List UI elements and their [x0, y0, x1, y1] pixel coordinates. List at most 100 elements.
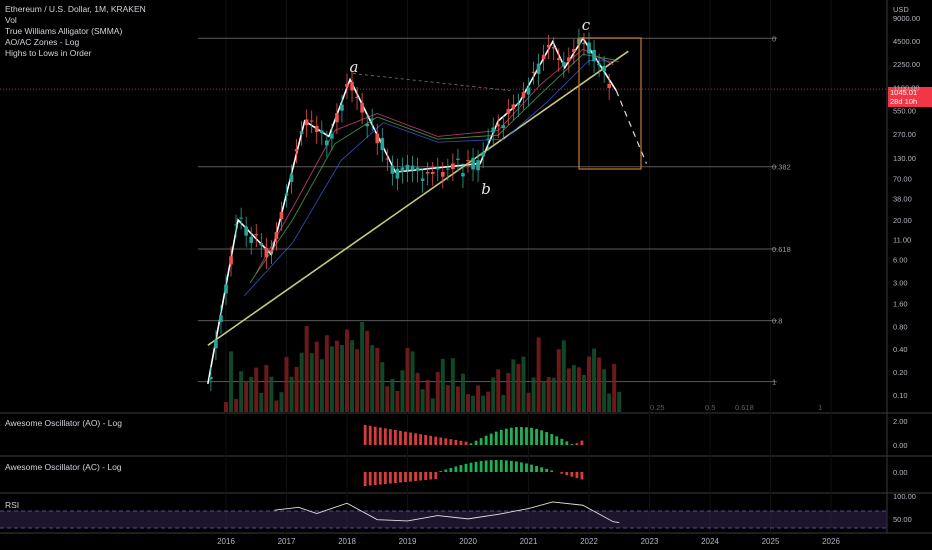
ao-bar — [545, 432, 549, 445]
candle-body — [546, 44, 551, 48]
y-tick-label: 0.80 — [893, 322, 908, 331]
indicator-vol: Vol — [5, 15, 17, 25]
ac-bar — [494, 460, 498, 472]
volume-bar — [410, 351, 415, 412]
ac-bar — [509, 460, 513, 472]
volume-bar — [405, 348, 410, 412]
ao-bar — [454, 440, 458, 445]
ao-bar — [429, 435, 433, 445]
ao-bar — [363, 425, 367, 445]
volume-bar — [481, 395, 486, 412]
ac-bar — [444, 469, 448, 472]
candle-body — [314, 125, 319, 133]
candle-body — [274, 231, 279, 239]
candle-body — [335, 113, 339, 123]
volume-bar — [319, 359, 324, 412]
candle-body — [410, 165, 415, 171]
volume-bar — [617, 391, 622, 412]
ac-bar — [383, 472, 387, 484]
candle-body — [405, 164, 410, 171]
candle-body — [536, 63, 541, 74]
zigzag-line — [207, 36, 617, 385]
rsi-line — [274, 501, 620, 524]
volume-bar — [506, 373, 511, 412]
ac-bar — [454, 466, 458, 472]
rsi-band — [0, 511, 887, 528]
ao-bar — [399, 430, 402, 445]
ao-bar — [449, 439, 453, 445]
chart-legend: Ethereum / U.S. Dollar, 1M, KRAKEN Vol T… — [5, 4, 146, 59]
volume-bar — [299, 352, 304, 412]
candle-body — [451, 163, 455, 170]
volume-bar — [561, 340, 566, 412]
volume-bar — [496, 369, 501, 412]
volume-bar — [249, 377, 254, 412]
y-tick-label: 70.00 — [893, 174, 912, 183]
volume-bar — [471, 395, 476, 412]
candle-body — [284, 194, 289, 196]
projection-line — [615, 90, 648, 164]
candle-body — [420, 178, 425, 181]
candle-body — [592, 49, 596, 62]
candle-body — [370, 118, 375, 120]
x-tick-label: 2020 — [459, 537, 477, 546]
y-tick-label: 3.00 — [893, 279, 908, 288]
x-tick-label: 2025 — [762, 537, 780, 546]
volume-bar — [365, 330, 370, 412]
candle-body — [294, 149, 299, 152]
volume-bar — [329, 346, 334, 412]
volume-bar — [360, 322, 365, 412]
ao-bar — [504, 428, 508, 445]
ac-bar — [565, 472, 569, 476]
ao-bar — [474, 440, 478, 445]
candle-body — [572, 49, 576, 53]
candle-body — [244, 226, 248, 236]
ao-bar — [464, 441, 468, 445]
candle-body — [345, 83, 349, 88]
highs-connector — [353, 73, 511, 92]
ac-bar — [429, 472, 433, 480]
alligator-line — [243, 59, 620, 297]
candle-body — [325, 140, 329, 146]
candle-body — [375, 133, 380, 144]
ac-bar — [535, 465, 538, 472]
volume-bar — [229, 351, 234, 412]
candle-body — [602, 65, 606, 72]
candle-body — [516, 103, 521, 106]
ac-bar — [434, 472, 438, 479]
candle-body — [340, 104, 344, 111]
ao-bar — [479, 438, 483, 445]
y-tick-label: 11.00 — [893, 236, 911, 245]
candle-body — [471, 157, 475, 170]
volume-bar — [314, 341, 319, 412]
ao-bar — [489, 433, 493, 445]
ao-bar — [378, 427, 382, 445]
volume-bar — [607, 393, 612, 412]
volume-bar — [597, 357, 602, 412]
ao-bar — [419, 434, 423, 445]
ao-bar — [575, 443, 579, 445]
candle-body — [486, 138, 490, 140]
candle-body — [587, 42, 591, 54]
ac-bar — [575, 472, 579, 479]
ao-bar — [580, 440, 584, 445]
ao-bar — [439, 437, 443, 445]
fib-extension-label: 0.25 — [650, 403, 665, 412]
volume-bar — [400, 370, 405, 412]
ac-bar — [525, 463, 528, 472]
fib-extension-label: 1 — [818, 403, 822, 412]
volume-bar — [334, 340, 339, 412]
y-tick-label: 130.00 — [893, 154, 916, 163]
candle-body — [249, 236, 254, 243]
ao-bar — [550, 434, 554, 445]
candle-body — [330, 133, 334, 139]
candle-body — [400, 167, 405, 172]
ao-bar — [414, 433, 417, 445]
candle-body — [309, 120, 314, 122]
candle-body — [209, 376, 213, 380]
ao-bar — [368, 425, 372, 445]
candle-body — [461, 173, 465, 177]
volume-bar — [370, 345, 375, 412]
candle-body — [299, 130, 304, 134]
